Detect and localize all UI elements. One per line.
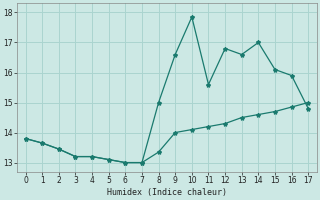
X-axis label: Humidex (Indice chaleur): Humidex (Indice chaleur): [107, 188, 227, 197]
